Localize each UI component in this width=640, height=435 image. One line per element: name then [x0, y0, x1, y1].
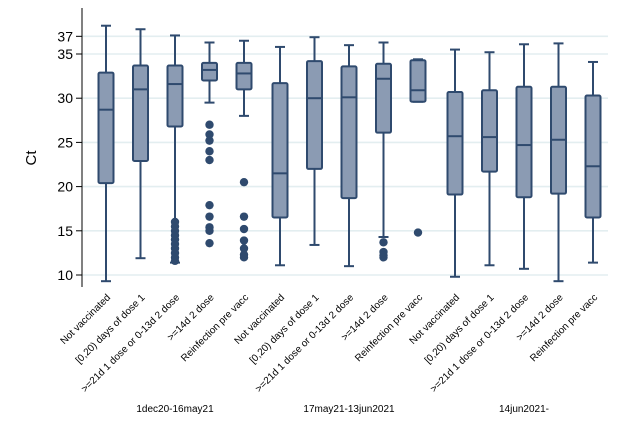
y-tick-label-10: 10 [57, 267, 73, 283]
box-iqr [481, 89, 498, 173]
outlier-point [239, 177, 249, 187]
category-label: Reinfection pre vacc [179, 292, 251, 364]
y-tick-label-15: 15 [57, 223, 73, 239]
y-tick-label-37: 37 [57, 28, 73, 44]
box-2-2 [306, 36, 323, 246]
outlier-point [379, 238, 388, 247]
outlier-point [239, 224, 249, 234]
box-2-5 [409, 58, 427, 237]
box-2-4 [375, 41, 392, 262]
y-tick-label-25: 25 [57, 134, 73, 150]
box-3-4 [550, 42, 567, 283]
outlier-point [239, 253, 249, 262]
group-label-1: 1dec20-16may21 [136, 404, 214, 415]
box-iqr [201, 61, 218, 82]
box-iqr [584, 94, 602, 219]
box-1-3 [166, 34, 184, 266]
group-label-3: 14jun2021- [499, 404, 549, 415]
outlier-point [205, 130, 214, 139]
outlier-point [170, 256, 180, 266]
box-iqr [97, 71, 115, 185]
box-iqr [409, 59, 427, 103]
outlier-point [205, 155, 214, 165]
box-iqr [306, 60, 323, 170]
y-tick-label-30: 30 [57, 90, 73, 106]
category-labels: Not vaccinated[0,20) days of dose 1>=21d… [59, 292, 601, 415]
box-3-5 [584, 60, 602, 264]
box-iqr [340, 65, 358, 200]
box-series [97, 24, 602, 283]
box-1-1 [97, 24, 115, 283]
outlier-point [239, 244, 249, 253]
outlier-point [205, 226, 214, 235]
box-iqr [132, 64, 149, 162]
outlier-point [205, 136, 214, 145]
outlier-point [379, 253, 388, 262]
y-tick-label-35: 35 [57, 46, 73, 62]
box-iqr [271, 82, 289, 219]
box-1-4 [201, 41, 218, 248]
group-label-2: 17may21-13jun2021 [303, 404, 395, 415]
outlier-point [239, 236, 249, 245]
box-3-2 [481, 51, 498, 267]
outlier-point [205, 147, 214, 156]
outlier-point [205, 200, 214, 210]
box-2-1 [271, 45, 289, 267]
category-label: Reinfection pre vacc [528, 292, 600, 364]
outlier-point [413, 228, 423, 237]
box-iqr [515, 85, 533, 199]
outlier-point [205, 120, 214, 129]
outlier-point [205, 212, 214, 221]
box-iqr [166, 64, 184, 128]
outlier-point [205, 238, 214, 248]
box-3-3 [515, 43, 533, 270]
y-axis: 10 15 20 25 30 35 37 [57, 8, 83, 287]
box-iqr [446, 91, 464, 196]
box-1-5 [235, 39, 253, 262]
box-3-1 [446, 48, 464, 278]
box-iqr [235, 61, 253, 91]
y-tick-label-20: 20 [57, 179, 73, 195]
y-axis-label: Ct [23, 150, 40, 166]
outlier-point [239, 212, 249, 221]
box-iqr [375, 62, 392, 134]
box-1-2 [132, 28, 149, 260]
box-2-3 [340, 44, 358, 268]
category-label: Reinfection pre vacc [353, 292, 425, 364]
